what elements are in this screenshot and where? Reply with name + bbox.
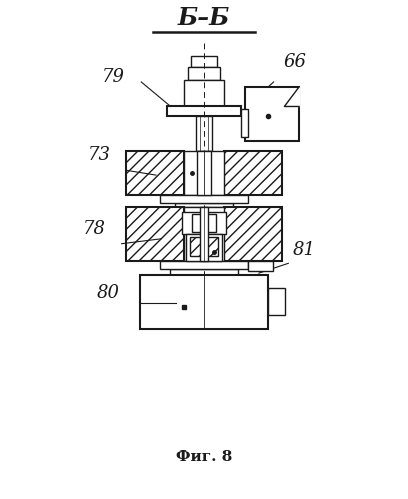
Bar bbox=[184, 80, 224, 109]
Bar bbox=[184, 151, 224, 195]
Bar bbox=[160, 195, 248, 203]
Bar bbox=[206, 237, 218, 256]
Bar bbox=[224, 151, 282, 195]
Bar bbox=[126, 151, 184, 195]
Bar bbox=[186, 234, 222, 261]
Polygon shape bbox=[284, 87, 299, 106]
Text: Фиг. 8: Фиг. 8 bbox=[176, 450, 232, 464]
Bar bbox=[196, 216, 212, 230]
Text: 80: 80 bbox=[97, 283, 120, 301]
Bar bbox=[184, 208, 224, 261]
Bar bbox=[182, 213, 226, 234]
Bar bbox=[188, 67, 220, 80]
Bar bbox=[192, 214, 216, 232]
Text: 79: 79 bbox=[102, 68, 125, 86]
Bar bbox=[126, 208, 184, 261]
Bar bbox=[167, 106, 241, 116]
Bar bbox=[245, 87, 299, 141]
Text: 81: 81 bbox=[293, 242, 316, 259]
Text: 66: 66 bbox=[284, 53, 306, 71]
Bar bbox=[196, 116, 212, 151]
Bar bbox=[175, 203, 233, 208]
Bar bbox=[200, 208, 208, 261]
Text: 78: 78 bbox=[82, 220, 105, 238]
Bar bbox=[241, 109, 248, 137]
Bar bbox=[268, 288, 285, 315]
Bar bbox=[140, 275, 268, 329]
Text: Б–Б: Б–Б bbox=[178, 6, 230, 30]
Text: 73: 73 bbox=[87, 146, 110, 164]
Bar bbox=[224, 208, 282, 261]
Bar bbox=[160, 261, 248, 269]
Bar bbox=[170, 269, 238, 275]
Bar bbox=[191, 55, 217, 67]
Bar bbox=[248, 261, 273, 271]
Bar bbox=[197, 151, 211, 195]
Bar bbox=[190, 237, 202, 256]
